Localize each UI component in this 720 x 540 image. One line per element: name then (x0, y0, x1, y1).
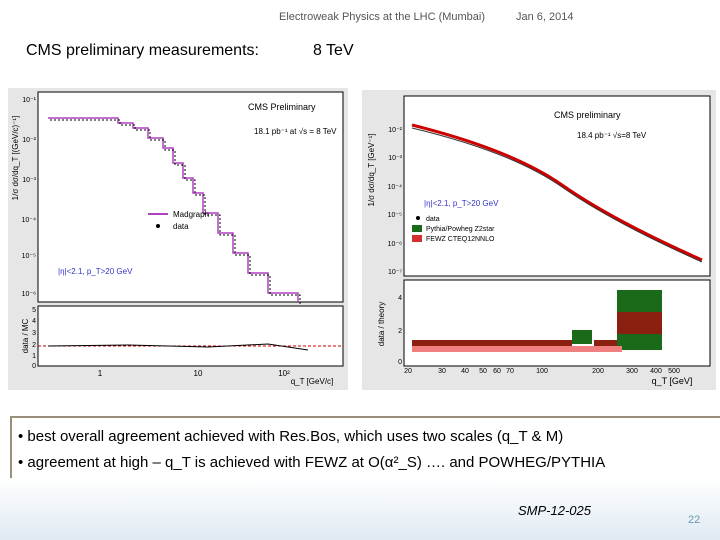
y-label: 1/σ dσ/dq_T [GeV⁻¹] (367, 133, 376, 206)
y-tick: 10⁻⁴ (388, 184, 403, 191)
header-title: Electroweak Physics at the LHC (Mumbai) (279, 11, 486, 23)
x-tick: 100 (536, 368, 548, 375)
x-tick: 30 (438, 368, 446, 375)
ratio-band (617, 312, 662, 334)
fewz-band (411, 123, 703, 262)
y-tick: 10⁻⁶ (22, 291, 36, 298)
x-tick: 10 (194, 369, 203, 378)
y-tick: 10⁻⁵ (22, 253, 36, 260)
x-tick: 10² (278, 369, 290, 378)
ratio-frame (403, 279, 711, 367)
x-tick: 200 (592, 368, 604, 375)
left-plot: CMS Preliminary 18.1 pb⁻¹ at √s = 8 TeV … (8, 88, 348, 390)
legend: Madgraph (173, 210, 209, 219)
x-tick: 300 (626, 368, 638, 375)
x-tick: 60 (493, 368, 501, 375)
x-label: q_T [GeV] (652, 376, 693, 386)
ratio-band (572, 330, 592, 344)
r-tick: 4 (32, 318, 36, 325)
lumi: 18.4 pb⁻¹ √s=8 TeV (577, 131, 647, 140)
legend: FEWZ CTEQ12NNLO (426, 236, 495, 243)
legend: data (173, 222, 189, 231)
y-tick: 10⁻⁷ (388, 269, 402, 276)
x-label: q_T [GeV/c] (291, 377, 334, 386)
r-tick: 2 (398, 328, 402, 335)
data-points (50, 119, 301, 304)
x-tick: 70 (506, 368, 514, 375)
y-tick: 10⁻¹ (22, 97, 36, 104)
legend-marker (416, 216, 420, 220)
legend-swatch (412, 235, 422, 242)
r-tick: 3 (32, 330, 36, 337)
ratio-points (47, 343, 309, 351)
main-frame (37, 91, 344, 303)
ratio-band (594, 340, 619, 348)
y-tick: 10⁻² (22, 137, 36, 144)
x-tick: 1 (98, 369, 103, 378)
bullet-box: • best overall agreement achieved with R… (10, 416, 720, 480)
legend: Pythia/Powheg Z2star (426, 226, 495, 233)
r-tick: 0 (398, 359, 402, 366)
madgraph-hist (48, 117, 299, 302)
bullet: • agreement at high – q_T is achieved wi… (18, 454, 606, 471)
y-ticks: 10⁻¹ 10⁻² 10⁻³ 10⁻⁴ 10⁻⁵ 10⁻⁶ 5 4 3 2 1 … (22, 97, 37, 370)
y-label: 1/σ dσ/dq_T [(GeV/c)⁻¹] (11, 116, 20, 201)
subtitle: CMS preliminary measurements: (26, 42, 259, 59)
page-number: 22 (688, 514, 701, 526)
ratio-label: data / theory (377, 302, 386, 346)
r-tick: 5 (32, 307, 36, 314)
cut: |η|<2.1, p_T>20 GeV (424, 199, 499, 208)
legend-swatch (412, 225, 422, 232)
legend: data (426, 216, 440, 223)
footer-bg (0, 478, 720, 540)
header-date: Jan 6, 2014 (516, 11, 574, 23)
bullet-text: agreement at high – q_T is achieved with… (27, 454, 606, 471)
plot-title: CMS preliminary (554, 110, 621, 120)
x-tick: 40 (461, 368, 469, 375)
x-tick: 20 (404, 368, 412, 375)
reference: SMP-12-025 (518, 503, 591, 518)
bullet: • best overall agreement achieved with R… (18, 428, 564, 445)
ratio-label: data / MC (21, 318, 30, 353)
lumi: 18.1 pb⁻¹ at √s = 8 TeV (254, 127, 337, 136)
cut: |η|<2.1, p_T>20 GeV (58, 267, 133, 276)
r-tick: 4 (398, 295, 402, 302)
x-tick: 500 (668, 368, 680, 375)
ratio-frame (37, 305, 344, 367)
y-tick: 10⁻⁵ (388, 212, 402, 219)
y-tick: 10⁻⁶ (388, 241, 402, 248)
r-tick: 2 (32, 342, 36, 349)
bullet-text: best overall agreement achieved with Res… (27, 428, 564, 445)
r-tick: 1 (32, 353, 36, 360)
y-tick: 10⁻³ (22, 177, 36, 184)
y-tick: 10⁻⁴ (22, 217, 37, 224)
x-tick: 50 (479, 368, 487, 375)
y-tick: 10⁻³ (388, 155, 402, 162)
energy: 8 TeV (313, 42, 354, 59)
r-tick: 0 (32, 363, 36, 370)
ratio-band (412, 346, 622, 352)
y-tick: 10⁻² (388, 127, 402, 134)
x-tick: 400 (650, 368, 662, 375)
right-plot: CMS preliminary 18.4 pb⁻¹ √s=8 TeV |η|<2… (362, 90, 716, 390)
legend-marker (156, 224, 160, 228)
ratio-band (412, 340, 572, 348)
pythia-line (411, 127, 703, 263)
main-frame (403, 95, 711, 277)
plot-title: CMS Preliminary (248, 102, 316, 112)
